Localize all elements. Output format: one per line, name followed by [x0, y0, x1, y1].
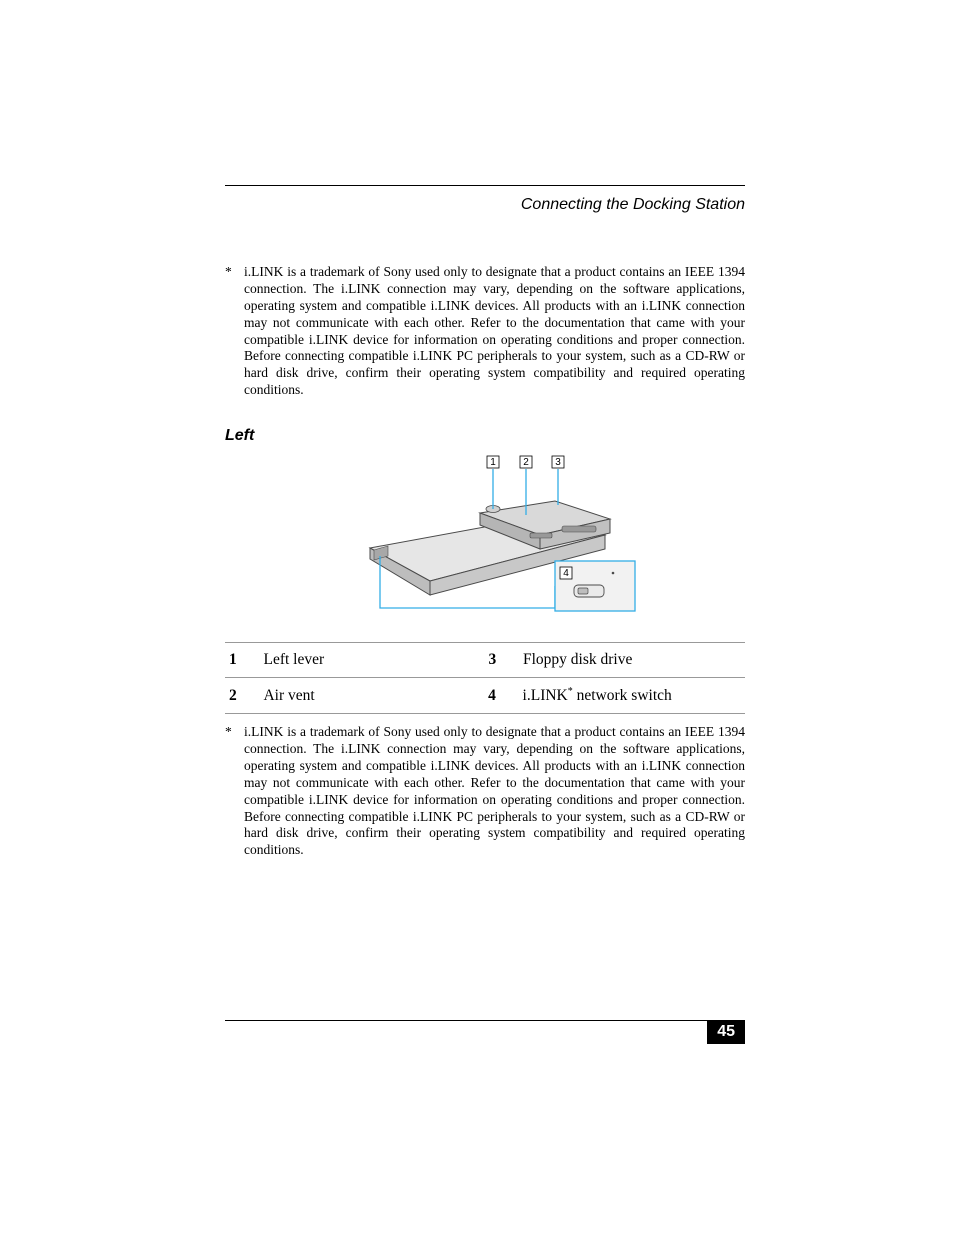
- callout-labels: 1 2 3: [487, 456, 564, 468]
- legend-label-post: network switch: [573, 687, 672, 704]
- footnote-star: *: [225, 724, 244, 859]
- docking-station-diagram: 1 2 3 4: [330, 453, 640, 628]
- legend-num: 4: [484, 678, 518, 713]
- legend-label: Floppy disk drive: [519, 643, 745, 677]
- legend-label-pre: i.LINK: [523, 687, 568, 704]
- detail-panel: 4: [555, 561, 635, 611]
- footer: 45: [225, 1020, 745, 1044]
- footnote-text: i.LINK is a trademark of Sony used only …: [244, 264, 745, 399]
- page-number: 45: [707, 1020, 745, 1044]
- legend-num: 3: [485, 643, 519, 677]
- legend-table: 1 Left lever 3 Floppy disk drive: [225, 643, 745, 677]
- legend-table: 2 Air vent 4 i.LINK* network switch: [225, 678, 745, 713]
- footnote-star: *: [225, 264, 244, 399]
- legend-num: 1: [225, 643, 259, 677]
- footnote-top: * i.LINK is a trademark of Sony used onl…: [225, 264, 745, 399]
- legend-rule-bottom: [225, 713, 745, 714]
- diagram: 1 2 3 4: [225, 453, 745, 628]
- page: Connecting the Docking Station * i.LINK …: [0, 0, 954, 1235]
- header-rule: [225, 185, 745, 186]
- footer-rule: [225, 1020, 745, 1021]
- footnote-bottom: * i.LINK is a trademark of Sony used onl…: [225, 724, 745, 859]
- running-header: Connecting the Docking Station: [225, 196, 745, 214]
- callout-3: 3: [555, 457, 561, 468]
- legend-row: 1 Left lever 3 Floppy disk drive: [225, 643, 745, 677]
- callout-2: 2: [523, 457, 529, 468]
- legend-num: 2: [225, 678, 259, 713]
- content-area: Connecting the Docking Station * i.LINK …: [225, 185, 745, 859]
- legend-label: i.LINK* network switch: [519, 678, 745, 713]
- legend-label: Air vent: [259, 678, 484, 713]
- legend-row: 2 Air vent 4 i.LINK* network switch: [225, 678, 745, 713]
- callout-4: 4: [563, 568, 569, 579]
- callout-1: 1: [490, 457, 496, 468]
- footnote-text: i.LINK is a trademark of Sony used only …: [244, 724, 745, 859]
- section-title-left: Left: [225, 427, 745, 445]
- legend-label: Left lever: [259, 643, 484, 677]
